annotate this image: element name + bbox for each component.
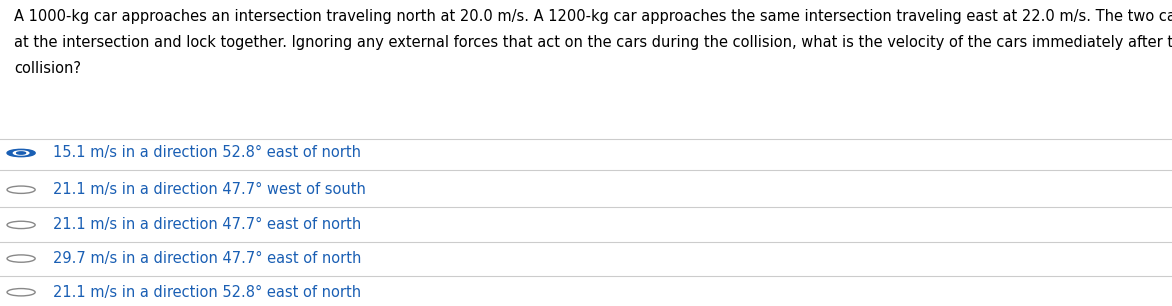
Circle shape (16, 152, 26, 154)
Circle shape (13, 151, 29, 155)
Text: A 1000-kg car approaches an intersection traveling north at 20.0 m/s. A 1200-kg : A 1000-kg car approaches an intersection… (14, 9, 1172, 24)
Text: 15.1 m/s in a direction 52.8° east of north: 15.1 m/s in a direction 52.8° east of no… (53, 145, 361, 161)
Circle shape (7, 149, 35, 157)
Text: 21.1 m/s in a direction 47.7° east of north: 21.1 m/s in a direction 47.7° east of no… (53, 217, 361, 233)
Text: collision?: collision? (14, 61, 81, 76)
Text: at the intersection and lock together. Ignoring any external forces that act on : at the intersection and lock together. I… (14, 35, 1172, 50)
Text: 21.1 m/s in a direction 52.8° east of north: 21.1 m/s in a direction 52.8° east of no… (53, 285, 361, 300)
Text: 29.7 m/s in a direction 47.7° east of north: 29.7 m/s in a direction 47.7° east of no… (53, 251, 361, 266)
Text: 21.1 m/s in a direction 47.7° west of south: 21.1 m/s in a direction 47.7° west of so… (53, 182, 366, 197)
